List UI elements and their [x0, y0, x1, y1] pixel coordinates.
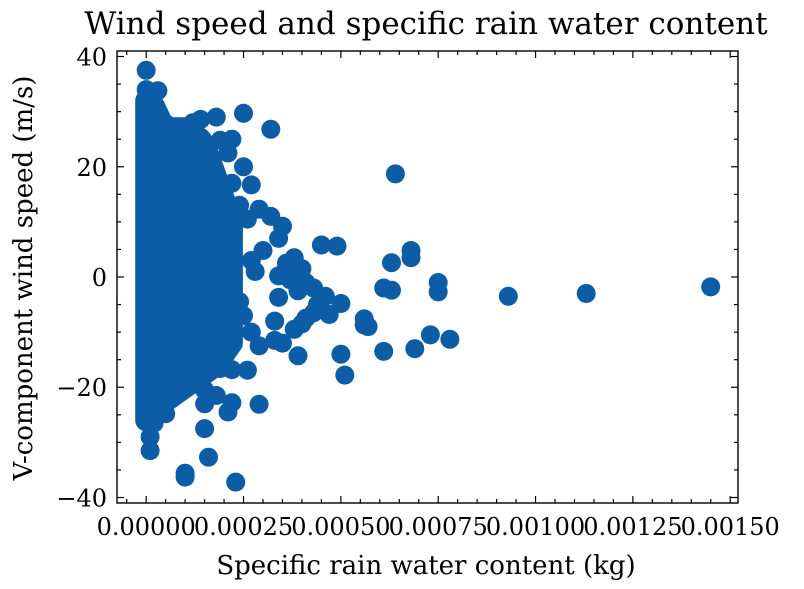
data-point — [136, 60, 156, 80]
data-point — [269, 266, 289, 286]
data-point — [234, 306, 253, 326]
data-point — [140, 441, 160, 461]
data-point — [156, 404, 176, 424]
data-point — [701, 277, 721, 297]
data-point — [576, 284, 596, 303]
data-point — [237, 209, 257, 229]
data-point — [440, 329, 460, 349]
y-tick-label: −20 — [56, 374, 107, 402]
data-point — [195, 419, 215, 439]
x-tick-label: 0.00150 — [681, 513, 780, 541]
data-point — [315, 286, 335, 306]
data-point — [222, 173, 242, 193]
data-point — [261, 119, 281, 139]
data-point — [237, 360, 257, 380]
data-point — [245, 262, 265, 281]
data-point — [382, 280, 401, 300]
data-point — [140, 388, 160, 408]
data-point — [269, 287, 289, 307]
data-point — [199, 447, 218, 467]
data-point — [405, 339, 425, 359]
y-tick-label: 40 — [76, 44, 107, 72]
data-point — [230, 195, 250, 215]
data-point — [249, 394, 269, 414]
data-point — [420, 325, 440, 345]
data-point — [234, 157, 253, 177]
x-tick-label: 0.00025 — [194, 513, 293, 541]
data-point — [222, 393, 242, 413]
data-point — [234, 103, 253, 123]
data-point — [273, 333, 292, 353]
x-tick-label: 0.00125 — [583, 513, 682, 541]
data-point — [428, 282, 448, 302]
data-point — [202, 162, 222, 182]
data-point — [331, 344, 351, 364]
data-point — [222, 360, 242, 380]
data-points — [135, 60, 721, 492]
data-point — [374, 341, 394, 361]
x-axis-label: Specific rain water content (kg) — [216, 551, 635, 581]
data-point — [241, 322, 261, 342]
axes: 0.000000.000250.000500.000750.001000.001… — [56, 44, 779, 542]
x-tick-label: 0.00075 — [389, 513, 488, 541]
data-point — [195, 380, 215, 400]
data-point — [327, 236, 347, 256]
data-point — [385, 164, 405, 184]
data-point — [311, 235, 331, 255]
data-point — [206, 107, 226, 127]
x-tick-label: 0.00100 — [486, 513, 585, 541]
data-point — [265, 311, 285, 331]
data-point — [226, 472, 246, 492]
data-point — [183, 113, 203, 133]
data-point — [249, 336, 269, 356]
x-tick-label: 0.00000 — [97, 513, 196, 541]
data-point — [148, 81, 168, 101]
y-tick-label: 0 — [92, 264, 107, 292]
chart-title: Wind speed and specific rain water conte… — [84, 6, 768, 42]
data-point — [288, 346, 308, 366]
y-tick-label: 20 — [76, 154, 107, 182]
x-tick-label: 0.00050 — [291, 513, 390, 541]
data-point — [498, 286, 518, 306]
data-point — [335, 365, 355, 385]
data-point — [269, 228, 289, 248]
data-point — [218, 143, 238, 163]
data-point — [331, 294, 351, 313]
data-point — [144, 96, 164, 116]
data-point — [241, 175, 261, 195]
y-tick-label: −40 — [56, 485, 107, 513]
data-point — [401, 248, 421, 268]
data-point — [354, 309, 374, 329]
data-point — [382, 253, 401, 273]
data-point — [175, 463, 195, 483]
y-axis-label: V-component wind speed (m/s) — [9, 76, 39, 482]
